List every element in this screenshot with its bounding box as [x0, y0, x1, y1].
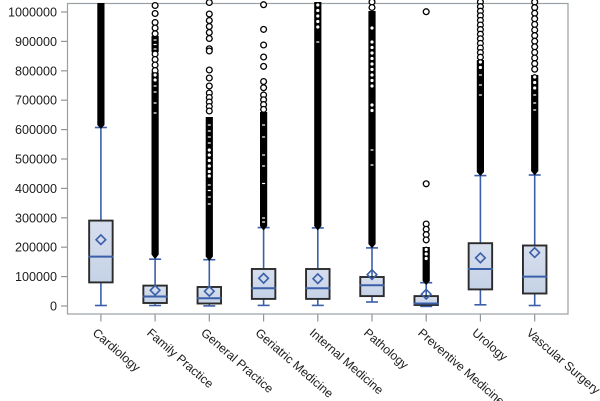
svg-text:200000: 200000 — [15, 241, 57, 255]
svg-text:300000: 300000 — [15, 211, 57, 225]
svg-text:700000: 700000 — [15, 94, 57, 108]
svg-text:500000: 500000 — [15, 153, 57, 167]
svg-text:800000: 800000 — [15, 64, 57, 78]
svg-text:1000000: 1000000 — [8, 6, 57, 20]
svg-text:900000: 900000 — [15, 35, 57, 49]
svg-text:400000: 400000 — [15, 182, 57, 196]
svg-text:100000: 100000 — [15, 270, 57, 284]
svg-text:600000: 600000 — [15, 123, 57, 137]
svg-text:0: 0 — [50, 300, 57, 314]
